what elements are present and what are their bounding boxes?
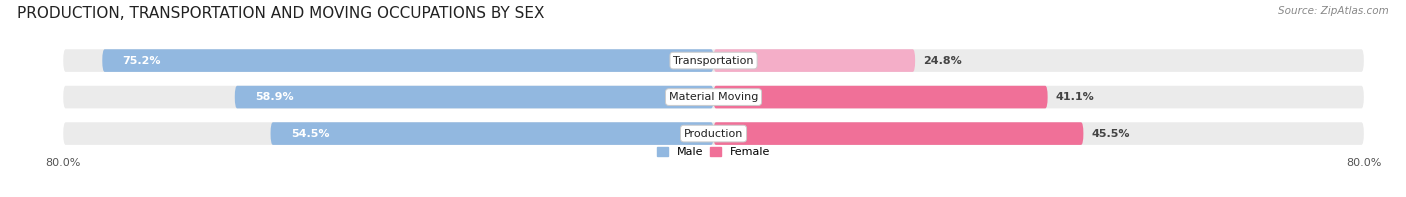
FancyBboxPatch shape [713, 122, 1084, 145]
Text: Transportation: Transportation [673, 56, 754, 66]
Text: Material Moving: Material Moving [669, 92, 758, 102]
Text: Source: ZipAtlas.com: Source: ZipAtlas.com [1278, 6, 1389, 16]
Legend: Male, Female: Male, Female [657, 147, 770, 157]
FancyBboxPatch shape [63, 122, 1364, 145]
Text: Production: Production [683, 129, 744, 138]
Text: 41.1%: 41.1% [1056, 92, 1094, 102]
Text: 45.5%: 45.5% [1091, 129, 1130, 138]
Text: PRODUCTION, TRANSPORTATION AND MOVING OCCUPATIONS BY SEX: PRODUCTION, TRANSPORTATION AND MOVING OC… [17, 6, 544, 21]
FancyBboxPatch shape [713, 49, 915, 72]
FancyBboxPatch shape [63, 49, 1364, 72]
Text: 75.2%: 75.2% [122, 56, 162, 66]
FancyBboxPatch shape [63, 86, 1364, 108]
FancyBboxPatch shape [235, 86, 713, 108]
FancyBboxPatch shape [270, 122, 713, 145]
Text: 54.5%: 54.5% [291, 129, 329, 138]
Text: 58.9%: 58.9% [254, 92, 294, 102]
Text: 24.8%: 24.8% [924, 56, 962, 66]
FancyBboxPatch shape [713, 86, 1047, 108]
FancyBboxPatch shape [103, 49, 713, 72]
